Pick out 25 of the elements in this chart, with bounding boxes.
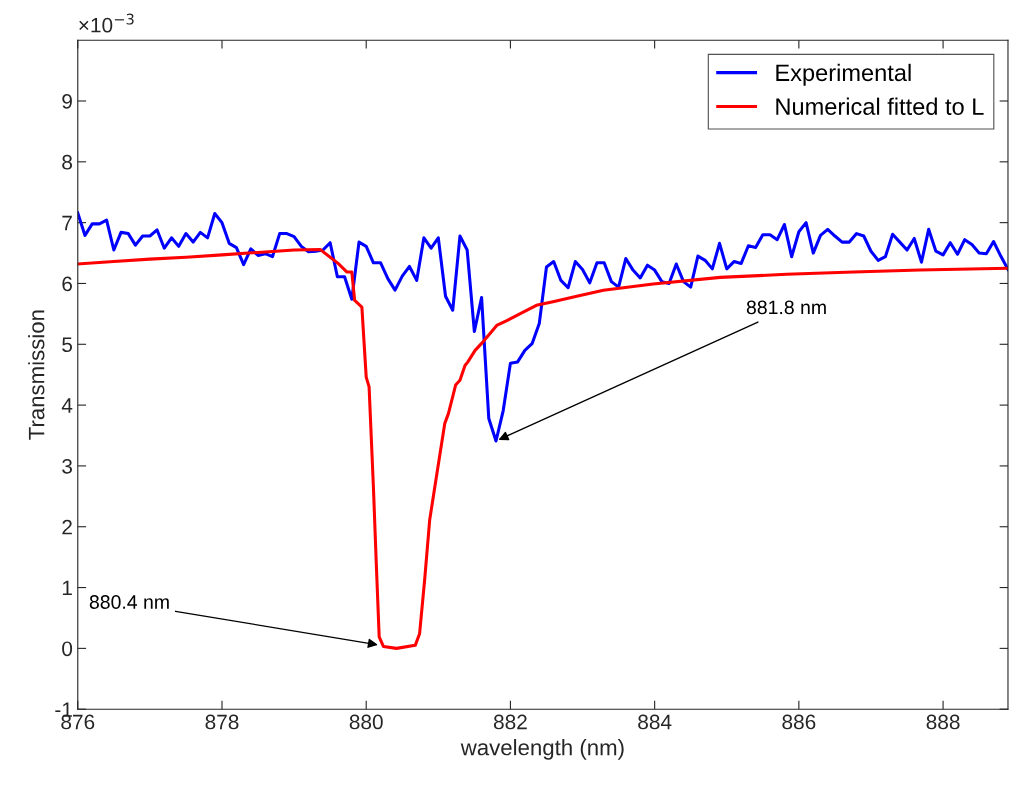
x-tick-label: 882 bbox=[493, 714, 527, 730]
y-tick-label: 2 bbox=[62, 519, 72, 535]
annotation: 880.4 nm bbox=[89, 595, 169, 609]
x-tick-label: 878 bbox=[205, 714, 239, 730]
y-tick-label: 3 bbox=[62, 458, 72, 474]
y-tick-label: 6 bbox=[62, 276, 72, 292]
x-tick-label: 886 bbox=[782, 714, 816, 730]
x-axis-title: wavelength (nm) bbox=[460, 739, 624, 760]
y-tick-label: 1 bbox=[62, 580, 72, 596]
line-series bbox=[77, 211, 1008, 443]
x-tick-label: 880 bbox=[349, 714, 383, 730]
legend-label: Numerical fitted to L bbox=[776, 97, 984, 115]
y-tick-label: 0 bbox=[62, 641, 73, 657]
legend-label: Experimental bbox=[776, 63, 911, 86]
y-tick-label: 9 bbox=[62, 94, 72, 109]
y-tick-label: 4 bbox=[61, 398, 73, 413]
y-tick-label: 5 bbox=[62, 337, 73, 353]
line-series bbox=[77, 247, 1008, 650]
y-tick-label: 7 bbox=[62, 215, 72, 231]
text: ×10$^{−3}$ bbox=[79, 13, 134, 33]
y-tick-label: 8 bbox=[62, 154, 72, 170]
annotation: 881.8 nm bbox=[746, 300, 826, 315]
x-tick-label: 884 bbox=[638, 714, 672, 730]
x-tick-label: 888 bbox=[926, 714, 960, 730]
y-axis-title: Transmission bbox=[28, 310, 45, 440]
